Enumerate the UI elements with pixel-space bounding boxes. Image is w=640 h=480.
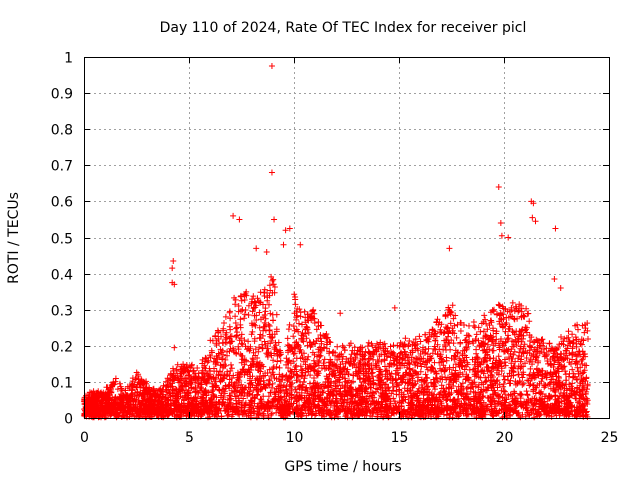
roti-outlier-point xyxy=(551,276,558,283)
roti-outlier-point xyxy=(268,63,275,70)
y-tick-label: 0.1 xyxy=(51,376,73,392)
roti-outlier-point xyxy=(282,227,289,234)
roti-outlier-point xyxy=(497,220,504,227)
roti-outlier-point xyxy=(271,216,278,223)
roti-outlier-point xyxy=(236,216,243,223)
roti-outlier-point xyxy=(532,218,539,225)
y-tick-label: 0.8 xyxy=(51,123,73,139)
x-tick-labels: 0 5 10 15 20 25 xyxy=(80,430,618,446)
y-tick-label: 0.6 xyxy=(51,195,73,211)
x-tick-label: 5 xyxy=(185,430,194,446)
axis-ticks xyxy=(84,57,610,419)
x-tick-label: 15 xyxy=(391,430,409,446)
y-tick-label: 0 xyxy=(64,412,73,428)
x-tick-label: 25 xyxy=(601,430,619,446)
roti-outlier-point xyxy=(171,344,178,351)
data-points xyxy=(81,63,591,421)
x-tick-label: 0 xyxy=(80,430,89,446)
y-tick-label: 0.3 xyxy=(51,304,73,320)
y-tick-label: 0.5 xyxy=(51,232,73,248)
y-tick-labels: 0 0.1 0.2 0.3 0.4 0.5 0.6 0.7 0.8 0.9 1 xyxy=(51,51,73,428)
roti-outlier-point xyxy=(505,234,512,241)
x-tick-label: 10 xyxy=(286,430,304,446)
y-axis-title: ROTI / TECUs xyxy=(6,192,22,284)
roti-outlier-point xyxy=(552,225,559,232)
roti-outlier-point xyxy=(230,212,237,219)
roti-outlier-point xyxy=(530,200,537,207)
roti-outlier-point xyxy=(391,304,398,311)
roti-outlier-point xyxy=(495,183,502,190)
roti-outlier-point xyxy=(171,281,178,288)
roti-outlier-point xyxy=(170,257,177,264)
roti-outlier-point xyxy=(337,310,344,317)
y-tick-label: 0.9 xyxy=(51,87,73,103)
roti-outlier-point xyxy=(498,232,505,239)
x-axis-title: GPS time / hours xyxy=(284,459,401,475)
chart-title: Day 110 of 2024, Rate Of TEC Index for r… xyxy=(160,20,527,36)
roti-outlier-point xyxy=(529,214,536,221)
roti-outlier-point xyxy=(297,241,304,248)
roti-outlier-point xyxy=(253,245,260,252)
y-tick-label: 0.7 xyxy=(51,159,73,175)
roti-outlier-point xyxy=(557,285,564,292)
x-tick-label: 20 xyxy=(496,430,514,446)
roti-outlier-point xyxy=(268,169,275,176)
roti-outlier-point xyxy=(263,248,270,255)
roti-point-cloud xyxy=(81,273,591,421)
roti-outlier-point xyxy=(280,241,287,248)
roti-outlier-point xyxy=(446,245,453,252)
y-tick-label: 0.4 xyxy=(51,268,73,284)
roti-outlier-point xyxy=(169,265,176,272)
y-tick-label: 0.2 xyxy=(51,340,73,356)
y-tick-label: 1 xyxy=(64,51,73,67)
roti-outlier-point xyxy=(286,225,293,232)
